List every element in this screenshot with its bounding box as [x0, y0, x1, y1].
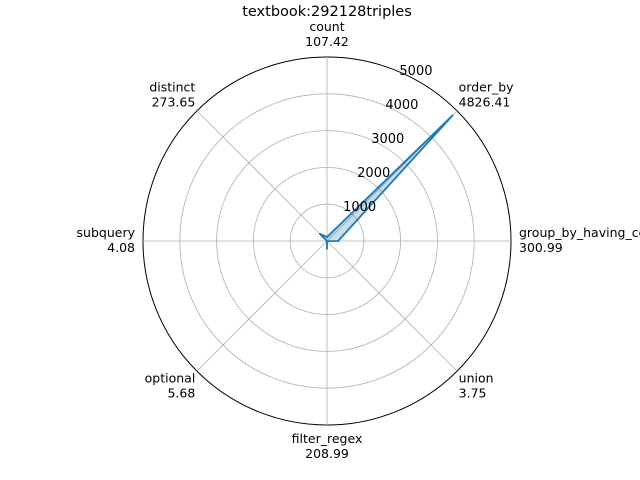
category-value-label: 3.75	[459, 386, 487, 401]
chart-title: textbook:292128triples	[242, 4, 412, 20]
category-value-label: 107.42	[305, 34, 349, 49]
radial-tick-label: 1000	[343, 200, 376, 215]
category-value-label: 4826.41	[459, 94, 511, 109]
grid-spoke	[196, 240, 328, 372]
data-point-order-by	[451, 114, 454, 117]
category-label: filter_regex	[292, 431, 363, 446]
category-label: union	[459, 371, 494, 386]
data-point-filter-regex	[326, 247, 328, 250]
data-point-group-by-having-count-distinct	[337, 240, 339, 242]
grid-spoke	[326, 240, 458, 372]
category-label: distinct	[149, 79, 195, 94]
data-point-union	[326, 240, 328, 242]
radial-tick-label: 3000	[371, 132, 404, 147]
category-value-label: 5.68	[167, 386, 195, 401]
data-point-distinct	[319, 233, 321, 235]
radial-tick-label: 4000	[385, 98, 418, 113]
category-label: count	[309, 19, 344, 34]
data-point-count	[326, 236, 328, 238]
grid-spoke	[196, 110, 328, 242]
grid	[142, 56, 512, 426]
category-value-label: 208.99	[305, 446, 349, 461]
category-value-label: 273.65	[152, 94, 196, 109]
category-value-label: 300.99	[519, 240, 563, 255]
data-series	[318, 114, 454, 250]
category-value-label: 4.08	[107, 240, 135, 255]
category-label: order_by	[459, 79, 515, 94]
category-label: optional	[145, 371, 196, 386]
radial-tick-label: 5000	[399, 64, 432, 79]
radial-tick-label: 2000	[357, 166, 390, 181]
category-label: group_by_having_count_distinct	[519, 225, 640, 240]
category-label: subquery	[77, 225, 136, 240]
